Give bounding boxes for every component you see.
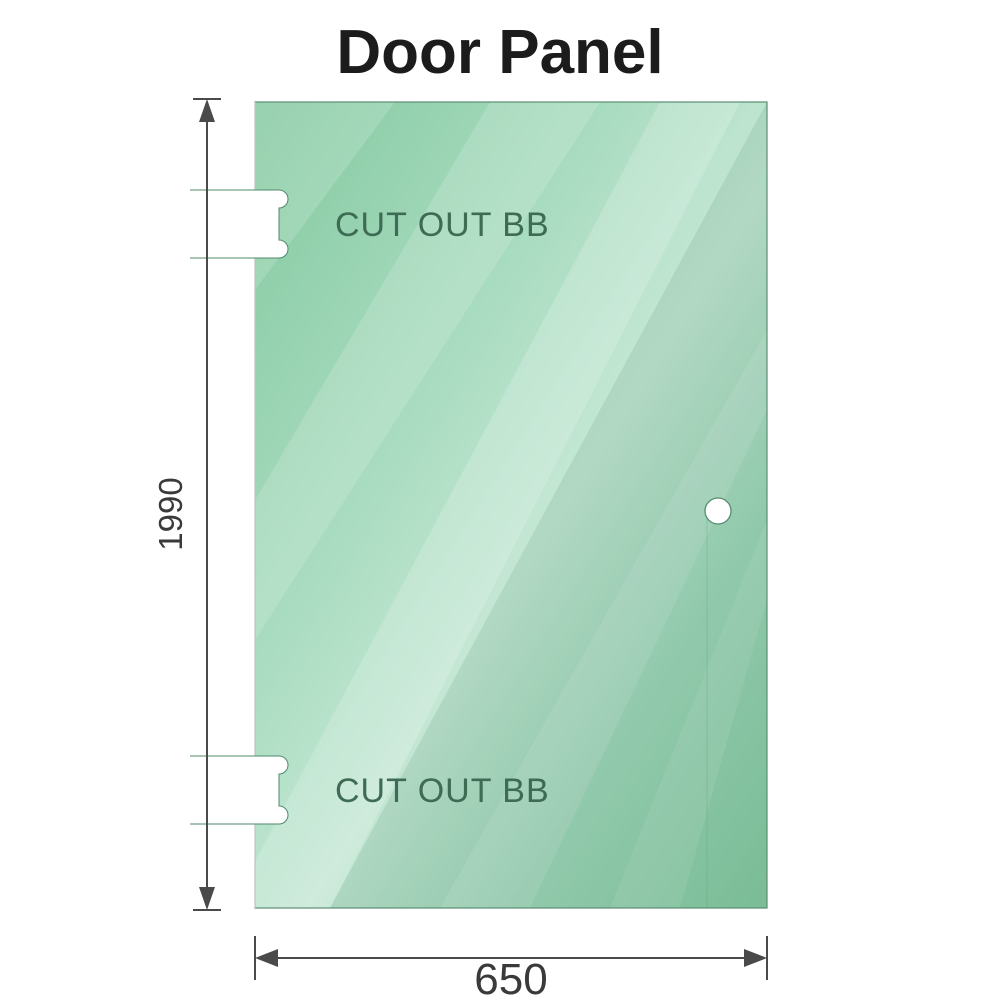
svg-text:CUT OUT BB: CUT OUT BB bbox=[335, 206, 550, 244]
svg-text:650: 650 bbox=[474, 955, 547, 1000]
svg-text:CUT OUT BB: CUT OUT BB bbox=[335, 772, 550, 810]
svg-text:1990: 1990 bbox=[152, 477, 189, 550]
